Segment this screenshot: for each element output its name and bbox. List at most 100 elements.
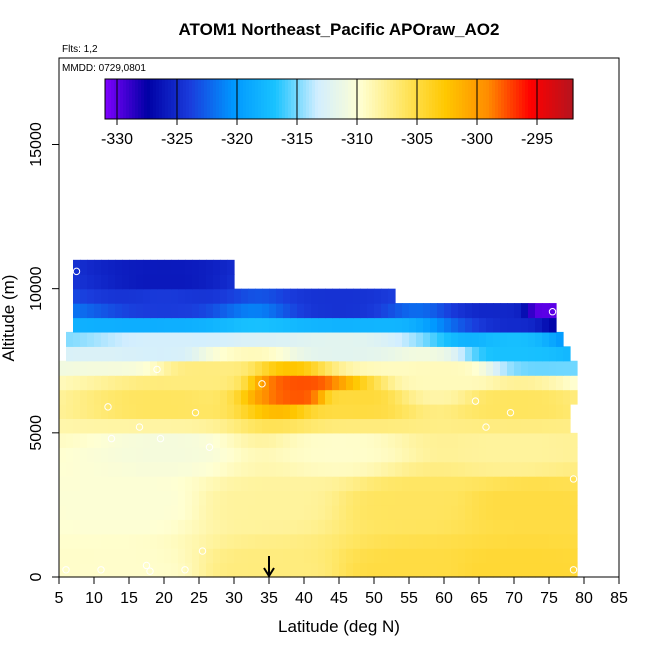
heatmap-cell [486, 360, 494, 376]
colorbar-swatch [354, 79, 358, 119]
heatmap-cell [332, 317, 340, 333]
heatmap-cell [129, 548, 137, 564]
heatmap-cell [297, 533, 305, 549]
heatmap-cell [430, 447, 438, 463]
heatmap-cell [486, 331, 494, 347]
colorbar-swatch [495, 79, 499, 119]
colorbar-swatch [417, 79, 421, 119]
heatmap-cell [241, 432, 249, 448]
heatmap-cell [290, 418, 298, 434]
heatmap-cell [339, 404, 347, 420]
heatmap-cell [444, 317, 452, 333]
colorbar-tick-label: -310 [341, 131, 373, 148]
heatmap-cell [381, 548, 389, 564]
heatmap-cell [346, 331, 354, 347]
heatmap-cell [283, 490, 291, 506]
colorbar-swatch [291, 79, 295, 119]
heatmap-cell [108, 274, 116, 290]
heatmap-cell [465, 519, 473, 535]
heatmap-cell [535, 418, 543, 434]
heatmap-cell [108, 288, 116, 304]
heatmap-cell [283, 288, 291, 304]
heatmap-cell [115, 389, 123, 405]
heatmap-cell [73, 389, 81, 405]
heatmap-cell [542, 548, 550, 564]
heatmap-cell [437, 346, 445, 362]
colorbar-swatch [474, 79, 478, 119]
heatmap-cell [507, 389, 515, 405]
heatmap-cell [80, 288, 88, 304]
heatmap-cell [360, 562, 368, 578]
heatmap-cell [171, 404, 179, 420]
heatmap-cell [80, 432, 88, 448]
heatmap-cell [353, 548, 361, 564]
heatmap-cell [339, 490, 347, 506]
heatmap-cell [332, 562, 340, 578]
heatmap-cell [465, 476, 473, 492]
heatmap-cell [325, 490, 333, 506]
heatmap-cell [465, 490, 473, 506]
heatmap-cell [150, 490, 158, 506]
heatmap-cell [157, 533, 165, 549]
heatmap-cell [108, 461, 116, 477]
heatmap-cell [346, 562, 354, 578]
sample-point [506, 408, 515, 417]
colorbar-swatch [540, 79, 544, 119]
heatmap-cell [241, 389, 249, 405]
heatmap-cell [479, 548, 487, 564]
heatmap-cell [360, 519, 368, 535]
heatmap-cell [374, 288, 382, 304]
heatmap-cell [367, 519, 375, 535]
heatmap-cell [430, 360, 438, 376]
heatmap-cell [94, 274, 102, 290]
heatmap-cell [248, 562, 256, 578]
heatmap-cell [192, 562, 200, 578]
heatmap-cell [206, 533, 214, 549]
heatmap-cell [325, 404, 333, 420]
colorbar-swatch [462, 79, 466, 119]
sample-point [569, 475, 578, 483]
heatmap-cell [353, 519, 361, 535]
sample-point [97, 566, 105, 574]
heatmap-cell [507, 548, 515, 564]
heatmap-cell [339, 476, 347, 492]
heatmap-cell [367, 476, 375, 492]
heatmap-cell [318, 548, 326, 564]
colorbar-swatch [504, 79, 508, 119]
heatmap-cell [66, 533, 74, 549]
heatmap-cell [73, 432, 81, 448]
heatmap-cell [101, 274, 109, 290]
heatmap-cell [192, 346, 200, 362]
heatmap-cell [451, 447, 459, 463]
heatmap-cell [192, 303, 200, 319]
heatmap-cell [486, 418, 494, 434]
y-tick-label: 10000 [28, 266, 45, 311]
heatmap-cell [234, 519, 242, 535]
heatmap-cell [423, 476, 431, 492]
heatmap-cell [87, 303, 95, 319]
heatmap-cell [395, 404, 403, 420]
heatmap-cell [192, 548, 200, 564]
colorbar-swatch [378, 79, 382, 119]
colorbar-swatch [174, 79, 178, 119]
colorbar-swatch [456, 79, 460, 119]
heatmap-cell [360, 533, 368, 549]
heatmap-cell [304, 476, 312, 492]
heatmap-cell [171, 562, 179, 578]
heatmap-cell [185, 562, 193, 578]
heatmap-cell [416, 562, 424, 578]
colorbar-swatch [393, 79, 397, 119]
heatmap-cell [493, 504, 501, 520]
heatmap-cell [304, 375, 312, 391]
heatmap-cell [66, 519, 74, 535]
heatmap-cell [479, 432, 487, 448]
heatmap-cell [332, 432, 340, 448]
heatmap-cell [542, 346, 550, 362]
heatmap-cell [528, 447, 536, 463]
sample-point [156, 434, 165, 443]
heatmap-cell [535, 404, 543, 420]
heatmap-cell [507, 447, 515, 463]
colorbar-swatch [384, 79, 388, 119]
colorbar-tick-label: -325 [161, 131, 193, 148]
